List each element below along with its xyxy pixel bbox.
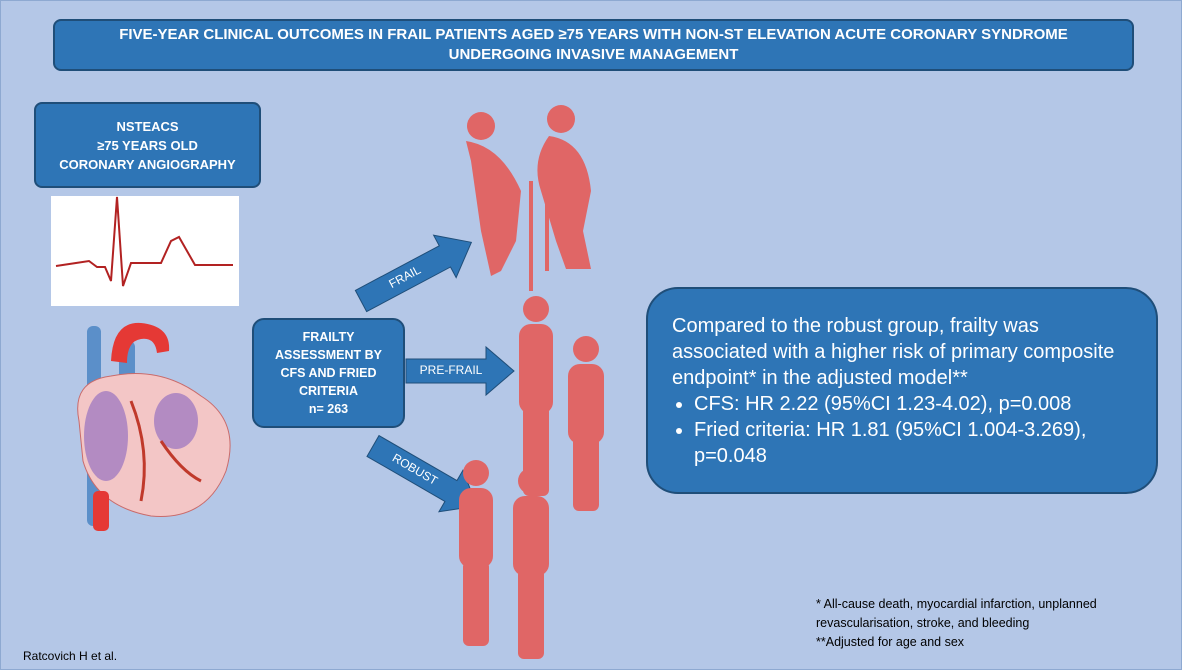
assessment-n: n= 263: [308, 402, 349, 416]
results-bullet: Fried criteria: HR 1.81 (95%CI 1.004-3.2…: [694, 417, 1136, 469]
credit: Ratcovich H et al.: [23, 649, 118, 663]
heart: [77, 322, 231, 531]
results-summary: Compared to the robust group, frailty wa…: [672, 314, 1115, 389]
arrow-pre-frail: PRE-FRAIL: [405, 345, 515, 397]
results-box: Compared to the robust group, frailty wa…: [646, 287, 1158, 494]
ecg-trace: [55, 196, 233, 287]
figures: [459, 105, 604, 659]
population-line: NSTEACS: [116, 118, 179, 134]
assessment-label: FRAILTY ASSESSMENT BY CFS AND FRIED CRIT…: [275, 330, 382, 398]
footnote: **Adjusted for age and sex: [816, 635, 965, 649]
title: FIVE-YEAR CLINICAL OUTCOMES IN FRAIL PAT…: [53, 19, 1134, 71]
ecg-panel: [51, 196, 239, 306]
arrow-label: PRE-FRAIL: [420, 363, 483, 377]
results-bullet: CFS: HR 2.22 (95%CI 1.23-4.02), p=0.008: [694, 391, 1136, 417]
footnotes: * All-cause death, myocardial infarction…: [816, 595, 1161, 652]
population-line: ≥75 YEARS OLD: [97, 137, 198, 153]
arrow-frail: FRAIL: [354, 234, 473, 313]
footnote: * All-cause death, myocardial infarction…: [816, 597, 1097, 630]
results-list: CFS: HR 2.22 (95%CI 1.23-4.02), p=0.008 …: [672, 391, 1136, 469]
population-line: CORONARY ANGIOGRAPHY: [59, 156, 236, 172]
population-box: NSTEACS ≥75 YEARS OLD CORONARY ANGIOGRAP…: [34, 102, 261, 188]
assessment-box: FRAILTY ASSESSMENT BY CFS AND FRIED CRIT…: [252, 318, 405, 428]
